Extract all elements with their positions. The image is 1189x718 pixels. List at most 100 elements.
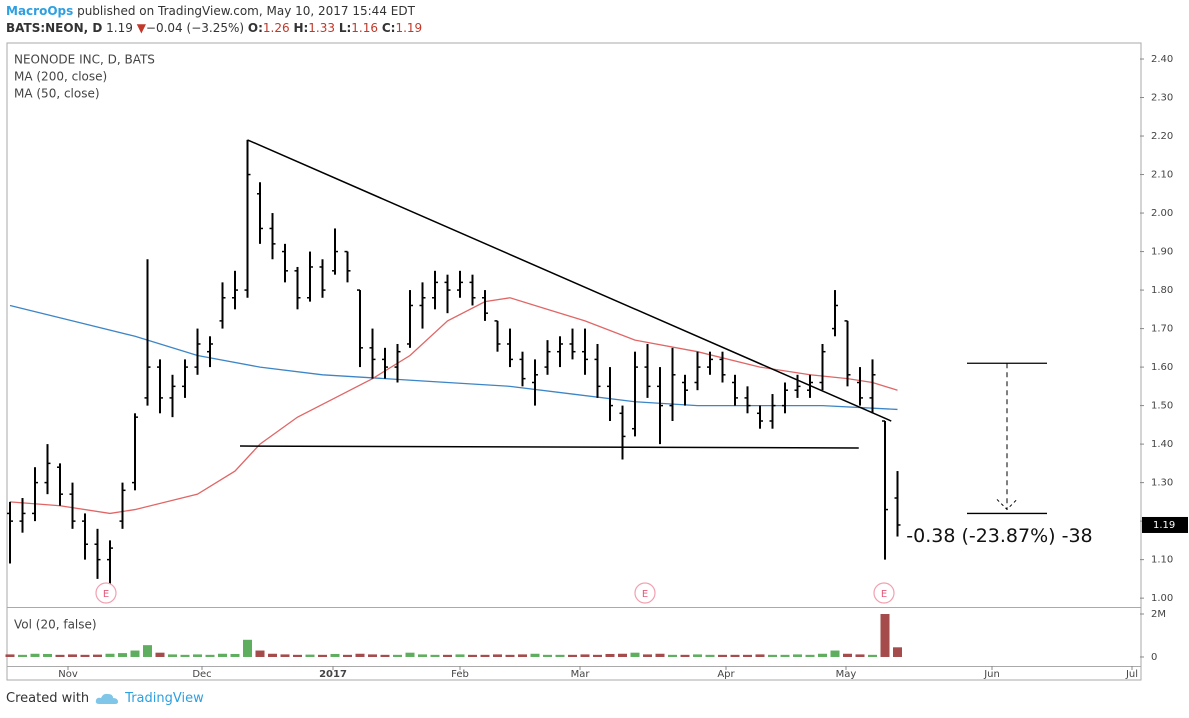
volume-bar xyxy=(330,653,340,657)
y-tick-label: 1.70 xyxy=(1151,324,1173,335)
volume-bar xyxy=(643,654,652,657)
frame xyxy=(6,42,1142,681)
x-tick-label: Nov xyxy=(58,669,78,680)
y-tick-label: 2.00 xyxy=(1151,208,1173,219)
x-tick-label: Apr xyxy=(717,669,735,680)
volume-bar xyxy=(118,653,127,657)
volume-bar xyxy=(318,654,327,657)
earnings-label: E xyxy=(881,589,887,600)
header: MacroOps published on TradingView.com, M… xyxy=(6,3,422,37)
earnings-label: E xyxy=(642,589,648,600)
volume-bar xyxy=(55,654,65,657)
earnings-marker xyxy=(95,582,117,604)
volume-bar xyxy=(68,654,77,657)
volume-bar xyxy=(780,654,790,657)
volume-bar xyxy=(305,654,315,657)
volume-bar xyxy=(193,654,202,657)
last-price-label: 1.19 xyxy=(1153,520,1175,531)
volume-bar xyxy=(505,654,515,657)
chart-title: NEONODE INC, D, BATS xyxy=(14,53,155,67)
y-tick-label: 1.60 xyxy=(1151,362,1173,373)
y-tick-label: 2.40 xyxy=(1151,54,1173,65)
last: 1.19 xyxy=(106,21,133,35)
c-label: C: xyxy=(381,21,396,35)
volume-bar xyxy=(630,652,640,657)
volume-bar xyxy=(593,654,602,657)
volume-bar xyxy=(830,650,840,657)
o-label: O: xyxy=(247,21,263,35)
footer: Created with TradingView xyxy=(6,691,204,706)
volume-bar xyxy=(205,654,215,657)
trendline xyxy=(247,139,892,422)
ma-line xyxy=(9,304,898,411)
volume-bar xyxy=(18,654,27,657)
x-tick-label: May xyxy=(836,669,857,680)
volume-bar xyxy=(418,654,427,657)
volume-bar xyxy=(793,654,802,657)
created: Created with xyxy=(6,691,90,706)
published: published on TradingView.com, May 10, 20… xyxy=(77,4,415,18)
volume-bar xyxy=(843,653,852,657)
volume-bar xyxy=(405,652,415,657)
y-tick-label: 1.90 xyxy=(1151,247,1173,258)
logo xyxy=(95,693,119,704)
volume-bar xyxy=(443,654,452,657)
volume-bar xyxy=(293,654,302,657)
earnings-marker xyxy=(873,582,895,604)
volume-bar xyxy=(380,654,390,657)
y-tick-label: 1.00 xyxy=(1151,593,1173,604)
y-tick-label: 1.10 xyxy=(1151,555,1173,566)
y-tick-label: 1.30 xyxy=(1151,478,1173,489)
h: 1.33 xyxy=(308,21,335,35)
y-tick-label: 1.40 xyxy=(1151,439,1173,450)
volume-bar xyxy=(880,614,890,657)
change: −0.04 (−3.25%) xyxy=(145,21,245,35)
volume-bar xyxy=(768,654,777,657)
symbol: BATS:NEON, D xyxy=(6,21,103,35)
volume-bar xyxy=(5,654,15,657)
earnings-label: E xyxy=(103,589,109,600)
volume-bar xyxy=(893,647,902,657)
l: 1.16 xyxy=(351,21,378,35)
volume-bar xyxy=(718,654,727,657)
y-tick-label: 2.20 xyxy=(1151,131,1173,142)
trendline xyxy=(239,445,859,449)
volume-bar xyxy=(180,654,190,657)
volume-bar xyxy=(580,654,590,657)
volume-bar xyxy=(455,654,465,657)
volume-bar xyxy=(155,652,165,657)
v-tick-label: 2M xyxy=(1151,609,1166,620)
x-tick-label: Mar xyxy=(571,669,591,680)
volume-bar xyxy=(755,654,765,657)
volume-bar xyxy=(555,654,565,657)
volume-bar xyxy=(343,654,352,657)
arrow: ▼ xyxy=(136,21,146,35)
volume-bar xyxy=(705,654,715,657)
volume-bar xyxy=(130,650,140,657)
volume-bar xyxy=(168,654,177,657)
c: 1.19 xyxy=(395,21,423,35)
volume-bar xyxy=(80,654,90,657)
brand: TradingView xyxy=(125,691,204,706)
volume-bar xyxy=(243,639,252,657)
volume-bar xyxy=(680,654,690,657)
volume-bar xyxy=(855,654,865,657)
y-tick-label: 2.10 xyxy=(1151,170,1173,181)
h-label: H: xyxy=(293,21,309,35)
volume-bar xyxy=(105,653,115,657)
volume-bar xyxy=(493,654,502,657)
volume-bar xyxy=(868,654,877,657)
volume-bar xyxy=(230,653,240,657)
volume-bar xyxy=(280,654,290,657)
volume-bar xyxy=(655,653,665,657)
x-tick-label: Feb xyxy=(451,669,469,680)
volume-bar xyxy=(93,654,102,657)
volume-bar xyxy=(480,654,490,657)
volume-bar xyxy=(268,653,277,657)
measure-label: -0.38 (-23.87%) -38 xyxy=(906,525,1092,547)
chart: NEONODE INC, D, BATS MA (200, close) MA … xyxy=(5,42,1188,681)
legend-ma50: MA (50, close) xyxy=(14,87,100,101)
y-tick-label: 1.50 xyxy=(1151,401,1173,412)
volume-bar xyxy=(43,653,52,657)
volume-bar xyxy=(518,654,527,657)
